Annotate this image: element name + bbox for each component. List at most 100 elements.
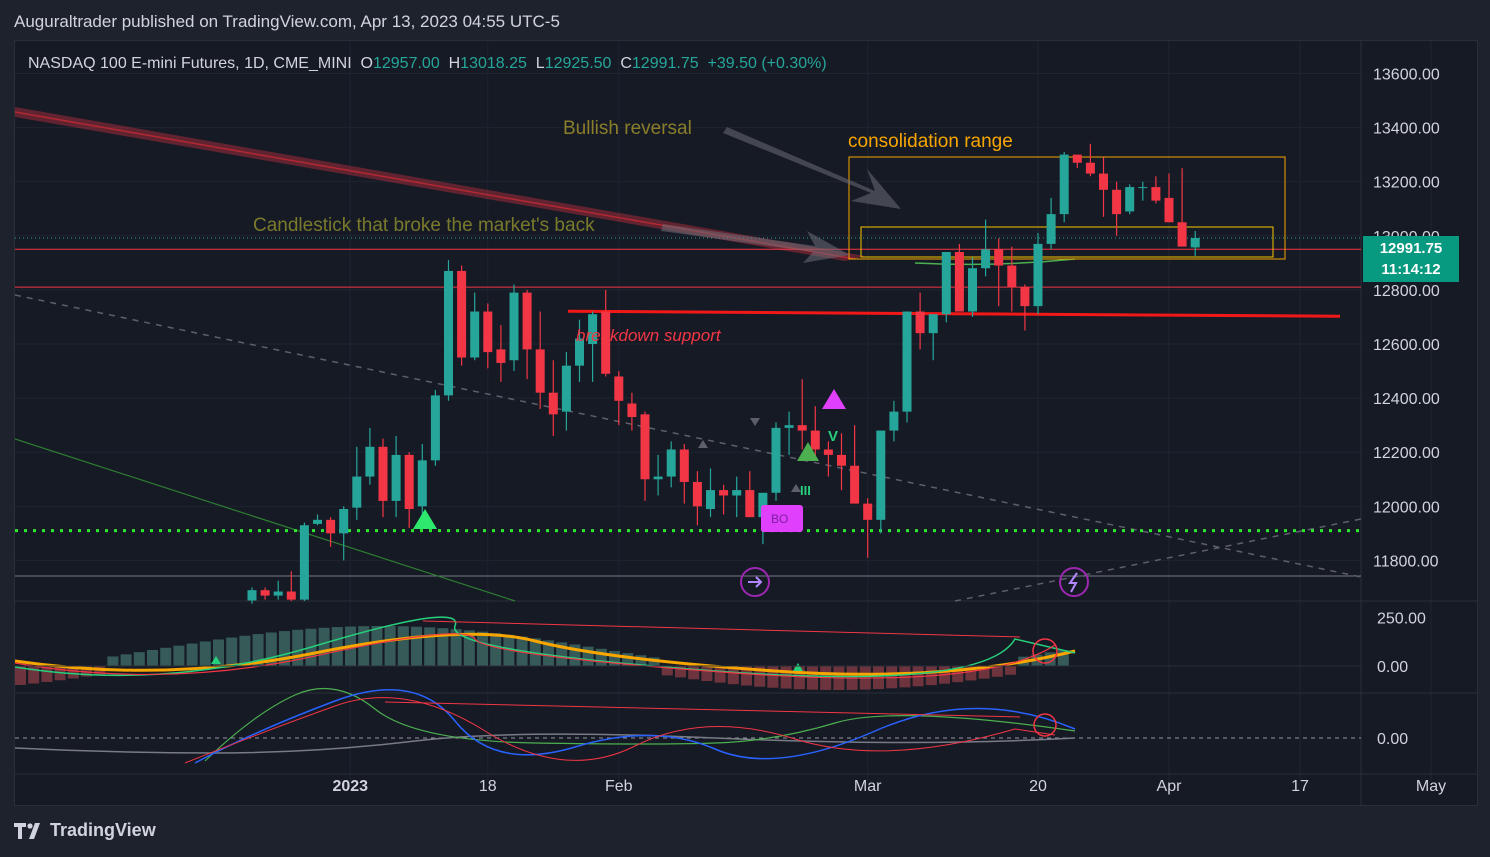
histogram-bar <box>463 630 475 666</box>
histogram-bar <box>490 633 502 666</box>
histogram-bar <box>529 638 541 666</box>
candle-body <box>902 311 912 412</box>
candle-body <box>823 449 833 455</box>
candle-body <box>850 465 860 504</box>
histogram-bar <box>41 666 53 682</box>
candle-body <box>863 503 873 520</box>
signal-triangle-green <box>797 442 819 461</box>
trend-lines <box>15 107 1362 602</box>
axes: 11800.00 12000.00 12200.00 12400.00 12600.00… <box>332 66 1446 795</box>
histogram-bar <box>107 656 119 666</box>
candle-body <box>915 311 925 334</box>
candle-body <box>941 252 951 315</box>
candle-body <box>1059 154 1069 215</box>
signal-triangle-grey <box>698 440 708 448</box>
candle-body <box>666 449 676 477</box>
histogram-bar <box>477 631 488 666</box>
candle-body <box>548 392 558 415</box>
arrow-broke-back <box>661 224 850 263</box>
candle-body <box>391 454 401 501</box>
histogram-bar <box>411 626 422 666</box>
indicator1-tick-label: 250.00 <box>1377 610 1426 627</box>
histogram-bar <box>186 643 198 666</box>
candle-body <box>1190 237 1200 248</box>
event-icon <box>740 567 770 597</box>
lightning-icon <box>1068 572 1078 593</box>
candle-body <box>679 449 689 482</box>
candle-body <box>457 270 467 358</box>
histogram-bar <box>622 653 634 666</box>
histogram-bar <box>239 635 251 666</box>
histogram-bar <box>226 637 238 666</box>
histogram-bar <box>1005 666 1016 675</box>
histogram-bar <box>609 650 620 666</box>
candle-body <box>509 292 519 361</box>
histogram-bar <box>173 645 185 666</box>
candle-body <box>286 591 296 600</box>
candle-body <box>378 446 388 501</box>
histogram-bar <box>384 626 396 666</box>
candle-body <box>417 460 427 507</box>
label-bo: BO <box>771 512 788 526</box>
breakdown-support-line <box>567 309 1341 318</box>
candle-body <box>928 314 938 334</box>
price-tick-label: 12600.00 <box>1373 337 1440 354</box>
ohlc-legend: NASDAQ 100 E-mini Futures, 1D, CME_MINI … <box>28 55 827 73</box>
candle-body <box>404 454 414 510</box>
price-tick-label: 13400.00 <box>1373 121 1440 138</box>
open-label: O <box>360 55 373 72</box>
dashed-trend-line <box>954 518 1362 602</box>
candle-body <box>653 476 663 480</box>
candle-body <box>1007 265 1017 288</box>
histogram-bar <box>952 666 964 683</box>
change-value: +39.50 (+0.30%) <box>707 55 827 72</box>
divergence-circle <box>1033 713 1057 737</box>
signal-triangle-grey <box>750 418 760 426</box>
candle-body <box>745 490 755 518</box>
price-chart[interactable]: Bullish reversal consolidation range Candl… <box>15 41 1477 805</box>
grey-line <box>15 733 1076 754</box>
arrow-bullish-reversal <box>723 127 901 209</box>
histogram-bar <box>701 666 713 682</box>
dashed-trend-line <box>15 294 1362 578</box>
candle-body <box>1151 187 1161 201</box>
divergence-line <box>422 620 1021 638</box>
chart-panel[interactable]: Bullish reversal consolidation range Candl… <box>14 40 1478 806</box>
signal-triangle-green <box>211 656 221 664</box>
candle-body <box>876 430 886 520</box>
histogram-bar <box>120 654 132 666</box>
time-tick-label: 20 <box>1029 778 1047 795</box>
label-wave-iii: III <box>800 483 811 498</box>
candle-body <box>614 376 624 401</box>
candle-body <box>601 311 611 374</box>
price-tick-label: 12800.00 <box>1373 283 1440 300</box>
histogram-bar <box>252 634 264 666</box>
blue-osc-line <box>194 689 1076 764</box>
candle-body <box>889 411 899 431</box>
event-icon <box>1059 567 1089 597</box>
histogram-bar <box>279 631 290 666</box>
time-tick-label: May <box>1416 778 1446 795</box>
candle-body <box>981 249 991 269</box>
histogram-bar <box>199 641 211 666</box>
publish-header: Auguraltrader published on TradingView.c… <box>14 12 560 31</box>
bar-countdown: 11:14:12 <box>1381 261 1441 278</box>
tradingview-footer[interactable]: TradingView <box>14 820 156 841</box>
histogram-bar <box>635 655 647 666</box>
histogram-bar <box>978 666 990 679</box>
annotations: Bullish reversal consolidation range Candl… <box>253 118 1089 597</box>
candle-body <box>575 338 584 366</box>
histogram-bar <box>15 666 26 685</box>
high-label: H <box>448 55 461 72</box>
candle-body <box>954 252 964 312</box>
last-price-tag: 12991.75 11:14:12 <box>1363 236 1459 282</box>
candle-body <box>771 427 781 493</box>
candle-body <box>810 430 820 450</box>
label-breakdown-support: breakdown support <box>576 326 722 345</box>
indicator-pane-1 <box>15 616 1361 690</box>
histogram-bar <box>81 666 92 677</box>
last-price: 12991.75 <box>1379 240 1443 257</box>
histogram-bar <box>780 666 792 689</box>
candle-body <box>588 314 598 344</box>
histogram-bar <box>67 666 79 679</box>
